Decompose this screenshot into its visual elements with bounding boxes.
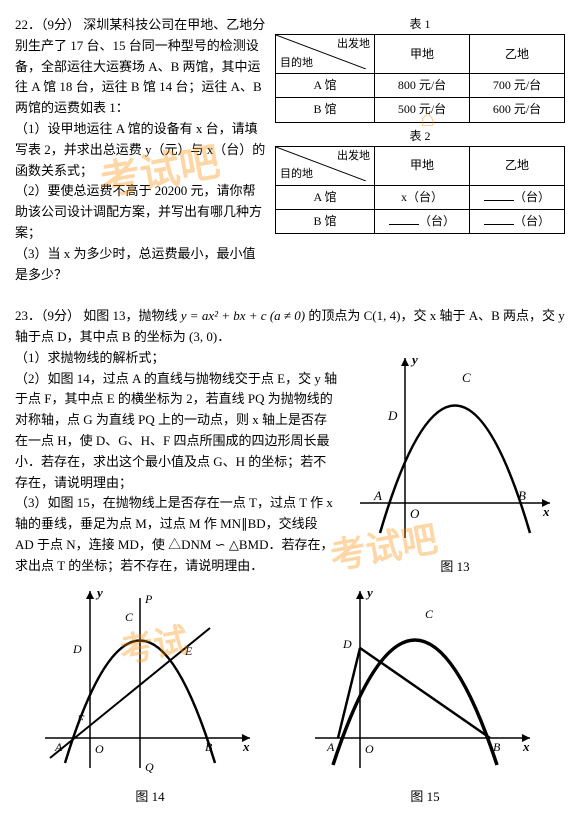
svg-text:y: y <box>365 585 373 600</box>
table2-rowB-c2: （台） <box>470 209 565 233</box>
table2-rowA-c2: （台） <box>470 185 565 209</box>
q23-formula: y = ax² + bx + c (a ≠ 0) <box>181 308 305 323</box>
svg-text:D: D <box>387 408 398 423</box>
table2-rowB-c1: （台） <box>375 209 470 233</box>
svg-text:x: x <box>542 504 550 519</box>
question-22: 22．（9分） 深圳某科技公司在甲地、乙地分别生产了 17 台、15 台同一种型… <box>15 15 565 285</box>
svg-text:x: x <box>522 739 530 754</box>
fig14-label: 图 14 <box>35 787 265 808</box>
table2-title: 表 2 <box>275 127 565 146</box>
table-2: 出发地 目的地 甲地 乙地 A 馆 x（台） （台） B 馆 （台） （台） <box>275 146 565 234</box>
q23-part2: （2）如图 14，过点 A 的直线与抛物线交于点 E，交 y 轴于点 F，其中点… <box>15 369 339 494</box>
svg-text:P: P <box>144 592 153 606</box>
svg-text:C: C <box>425 607 434 621</box>
table1-col1: 甲地 <box>375 35 470 74</box>
q22-number: 22．（9分） <box>15 17 80 32</box>
table1-rowA-c2: 700 元/台 <box>470 74 565 98</box>
table1-rowB-label: B 馆 <box>276 98 375 122</box>
q23-part3: （3）如图 15，在抛物线上是否存在一点 T，过点 T 作 x 轴的垂线，垂足为… <box>15 493 339 576</box>
figure-15: O A B C D x y 图 15 <box>305 583 545 808</box>
table-1: 出发地 目的地 甲地 乙地 A 馆 800 元/台 700 元/台 B 馆 50… <box>275 34 565 122</box>
table1-rowA-label: A 馆 <box>276 74 375 98</box>
svg-text:O: O <box>410 506 420 521</box>
svg-text:B: B <box>493 740 501 754</box>
table2-rowB-label: B 馆 <box>276 209 375 233</box>
q22-part2: （2）要使总运费不高于 20200 元，请你帮助该公司设计调配方案，并写出有哪几… <box>15 181 267 243</box>
q22-part1: （1）设甲地运往 A 馆的设备有 x 台，请填写表 2，并求出总运费 y（元）与… <box>15 119 267 181</box>
fig15-label: 图 15 <box>305 787 545 808</box>
table2-diag: 出发地 目的地 <box>276 146 375 185</box>
table2-col2: 乙地 <box>470 146 565 185</box>
svg-text:D: D <box>72 642 82 656</box>
svg-text:B: B <box>205 740 213 754</box>
figure-13: O A B C D x y 图 13 <box>345 348 565 578</box>
table2-rowA-c1: x（台） <box>375 185 470 209</box>
svg-text:A: A <box>373 488 382 503</box>
q23-intro-a: 如图 13，抛物线 <box>83 308 181 323</box>
svg-text:y: y <box>410 352 418 367</box>
table1-title: 表 1 <box>275 15 565 34</box>
q23-part1: （1）求抛物线的解析式； <box>15 348 339 369</box>
svg-text:y: y <box>95 585 103 600</box>
table1-rowB-c2: 600 元/台 <box>470 98 565 122</box>
table2-rowA-label: A 馆 <box>276 185 375 209</box>
svg-text:O: O <box>365 742 374 756</box>
svg-text:E: E <box>184 644 193 658</box>
svg-text:x: x <box>242 739 250 754</box>
svg-text:F: F <box>76 712 85 726</box>
svg-text:B: B <box>518 488 526 503</box>
svg-text:C: C <box>125 610 134 624</box>
table1-diag: 出发地 目的地 <box>276 35 375 74</box>
svg-text:C: C <box>462 370 471 385</box>
q22-part3: （3）当 x 为多少时，总运费最小，最小值是多少？ <box>15 244 267 286</box>
q23-number: 23．（9分） <box>15 308 80 323</box>
table1-col2: 乙地 <box>470 35 565 74</box>
fig13-label: 图 13 <box>345 557 565 578</box>
svg-text:Q: Q <box>145 760 154 774</box>
figure-14: O A B C D E F P Q x y 图 14 <box>35 583 265 808</box>
svg-text:A: A <box>54 740 63 754</box>
table1-rowA-c1: 800 元/台 <box>375 74 470 98</box>
table2-col1: 甲地 <box>375 146 470 185</box>
svg-text:D: D <box>342 637 352 651</box>
svg-text:O: O <box>95 742 104 756</box>
table1-rowB-c1: 500 元/台 <box>375 98 470 122</box>
svg-text:A: A <box>326 740 335 754</box>
question-23: 23．（9分） 如图 13，抛物线 y = ax² + bx + c (a ≠ … <box>15 306 565 348</box>
